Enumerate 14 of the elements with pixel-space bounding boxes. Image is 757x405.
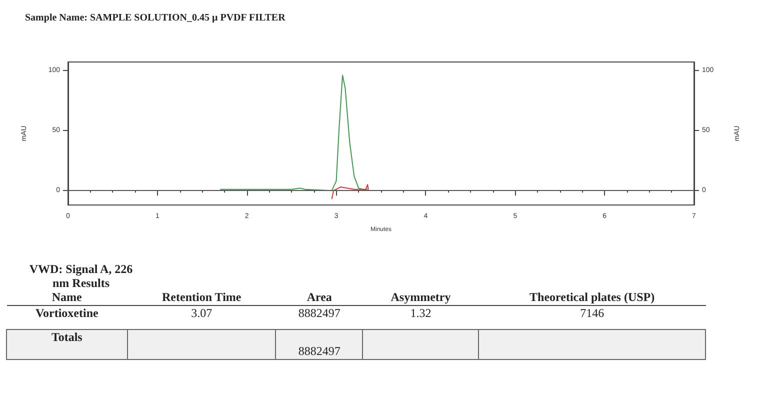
text: 8882497 — [297, 306, 342, 321]
text: 3.07 — [190, 306, 214, 321]
text: Asymmetry — [362, 290, 479, 306]
text: 1.32 — [409, 306, 432, 321]
text: Area — [276, 290, 363, 306]
text: VWD: Signal A, 226 nm Results — [28, 262, 134, 290]
text: Theoretical plates (USP) — [478, 290, 706, 306]
text: Retention Time — [127, 290, 276, 306]
text: Vortioxetine — [35, 306, 98, 320]
chart-title: Sample Name: SAMPLE SOLUTION_0.45 µ PVDF FILTER — [25, 12, 286, 24]
text: 7146 — [579, 306, 606, 321]
text: Name — [6, 290, 128, 306]
text: Totals — [51, 330, 82, 344]
text: 8882497 — [276, 329, 363, 359]
